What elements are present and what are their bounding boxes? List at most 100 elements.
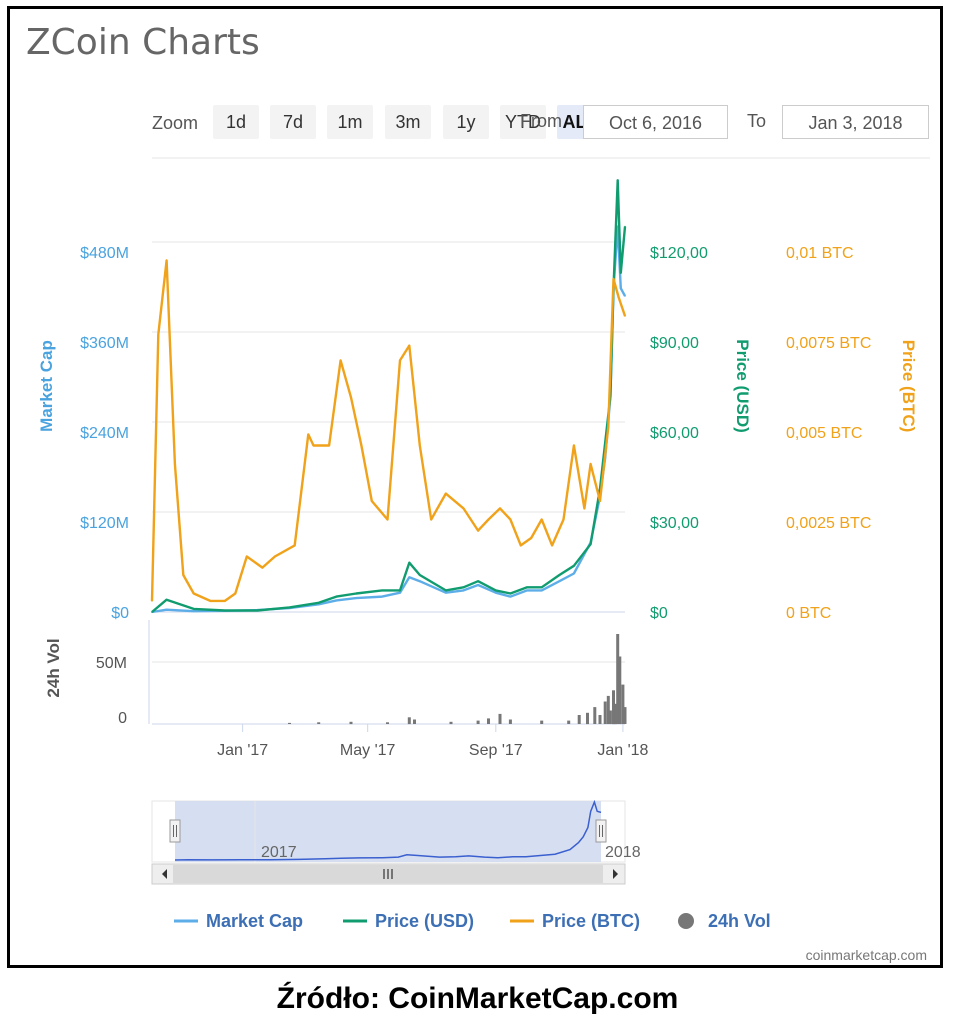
- x-tick-label: May '17: [340, 742, 396, 759]
- volume-bar: [407, 717, 411, 725]
- scroll-right-arrow-icon[interactable]: [613, 869, 618, 879]
- volume-tick: 50M: [96, 655, 127, 672]
- price-btc-line-point: [617, 296, 620, 299]
- price-btc-line-point: [408, 344, 411, 347]
- volume-bar: [567, 720, 571, 724]
- market-cap-line: [151, 225, 627, 614]
- market-cap-tick: $360M: [80, 335, 129, 352]
- market-cap-line-point: [381, 595, 384, 598]
- market-cap-line-point: [399, 591, 401, 594]
- market-cap-tick: $480M: [80, 245, 129, 262]
- volume-bar: [317, 722, 321, 724]
- price-btc-line-point: [583, 507, 586, 510]
- price-usd-tick: $60,00: [650, 425, 699, 442]
- price-btc-line-point: [562, 518, 565, 521]
- price-btc-line-point: [339, 359, 342, 362]
- range-to-input[interactable]: Jan 3, 2018: [782, 105, 929, 139]
- price-btc-line-point: [530, 537, 532, 539]
- volume-bar: [540, 720, 544, 724]
- price-usd-line-point: [192, 608, 195, 610]
- price-btc-line-point: [551, 544, 553, 547]
- price-btc-line-point: [274, 555, 276, 558]
- price-usd-line-point: [335, 595, 338, 598]
- x-tick-label: Sep '17: [469, 742, 523, 759]
- price-btc-line-point: [419, 444, 421, 447]
- price-usd-tick: $90,00: [650, 335, 699, 352]
- volume-bar: [623, 707, 627, 724]
- price-usd-line-point: [408, 561, 411, 564]
- price-usd-tick: $0: [650, 605, 668, 622]
- price-usd-axis-label: Price (USD): [733, 339, 752, 433]
- price-usd-line-point: [151, 611, 153, 613]
- volume-bar: [612, 690, 615, 725]
- price-btc-line-point: [293, 544, 296, 547]
- price-usd-tick: $30,00: [650, 515, 699, 532]
- market-cap-line-point: [558, 580, 561, 582]
- market-cap-line-point: [445, 591, 447, 594]
- volume-bar: [449, 721, 453, 725]
- zoom-button-3m[interactable]: 3m: [385, 105, 431, 139]
- price-btc-line-point: [182, 574, 185, 576]
- volume-bar: [386, 722, 389, 724]
- price-usd-line-point: [256, 609, 259, 612]
- market-cap-line-point: [408, 576, 411, 579]
- price-btc-line-point: [612, 278, 615, 280]
- zoom-button-7d[interactable]: 7d: [270, 105, 316, 139]
- price-btc-tick: 0,0025 BTC: [786, 515, 871, 532]
- x-tick-label: Jan '18: [597, 742, 648, 759]
- volume-bar: [608, 710, 612, 724]
- price-btc-line-point: [462, 507, 465, 510]
- price-btc-line-point: [165, 259, 168, 262]
- volume-bar: [508, 719, 512, 724]
- navigator-tick: 2017: [261, 844, 297, 861]
- navigator-selection[interactable]: [175, 801, 601, 862]
- price-usd-line-point: [355, 592, 358, 595]
- price-usd-line-point: [381, 589, 384, 592]
- price-usd-line-point: [573, 565, 575, 567]
- scroll-left-arrow-icon[interactable]: [162, 869, 167, 879]
- volume-bar: [606, 695, 610, 724]
- price-btc-tick: 0 BTC: [786, 605, 831, 622]
- price-btc-line: [150, 259, 627, 603]
- market-cap-line-point: [620, 287, 622, 290]
- market-cap-line-point: [462, 589, 465, 592]
- volume-tick: 0: [118, 710, 127, 727]
- price-btc-line-point: [599, 500, 601, 502]
- zoom-button-1m[interactable]: 1m: [327, 105, 373, 139]
- page-title: ZCoin Charts: [26, 22, 260, 63]
- volume-bar: [413, 719, 416, 724]
- legend-item: 24h Vol: [708, 911, 771, 931]
- market-cap-line-point: [509, 595, 512, 598]
- price-usd-line-point: [624, 225, 626, 228]
- x-tick-label: Jan '17: [217, 742, 268, 759]
- watermark[interactable]: coinmarketcap.com: [805, 947, 927, 963]
- zoom-button-1y[interactable]: 1y: [443, 105, 489, 139]
- volume-bar: [616, 634, 620, 724]
- volume-bar: [618, 656, 622, 724]
- price-btc-line-point: [520, 544, 522, 547]
- legend-item: Price (BTC): [542, 911, 640, 931]
- price-btc-line-point: [607, 426, 610, 428]
- price-btc-line-point: [509, 518, 512, 521]
- price-btc-line-point: [540, 518, 543, 521]
- price-usd-line-point: [526, 586, 528, 589]
- price-btc-line-point: [224, 600, 226, 602]
- volume-bar: [288, 722, 291, 724]
- zoom-button-1d[interactable]: 1d: [213, 105, 259, 139]
- price-btc-line-point: [589, 463, 592, 465]
- source-caption: Źródło: CoinMarketCap.com: [276, 982, 679, 1015]
- range-from-input[interactable]: Oct 6, 2016: [583, 105, 728, 139]
- navigator-right-handle[interactable]: [595, 819, 607, 843]
- price-btc-line-point: [307, 433, 310, 436]
- price-usd-line-point: [589, 543, 592, 545]
- price-btc-line-point: [157, 333, 160, 336]
- navigator-left-handle[interactable]: [169, 819, 181, 843]
- zoom-button-ytd[interactable]: YTD: [500, 105, 546, 139]
- volume-bar: [577, 715, 581, 724]
- price-usd-line-point: [462, 586, 465, 589]
- market-cap-line-point: [477, 584, 479, 586]
- price-btc-line-point: [234, 592, 237, 595]
- volume-bar: [603, 701, 607, 724]
- volume-bar: [614, 703, 618, 725]
- price-usd-tick: $120,00: [650, 245, 708, 262]
